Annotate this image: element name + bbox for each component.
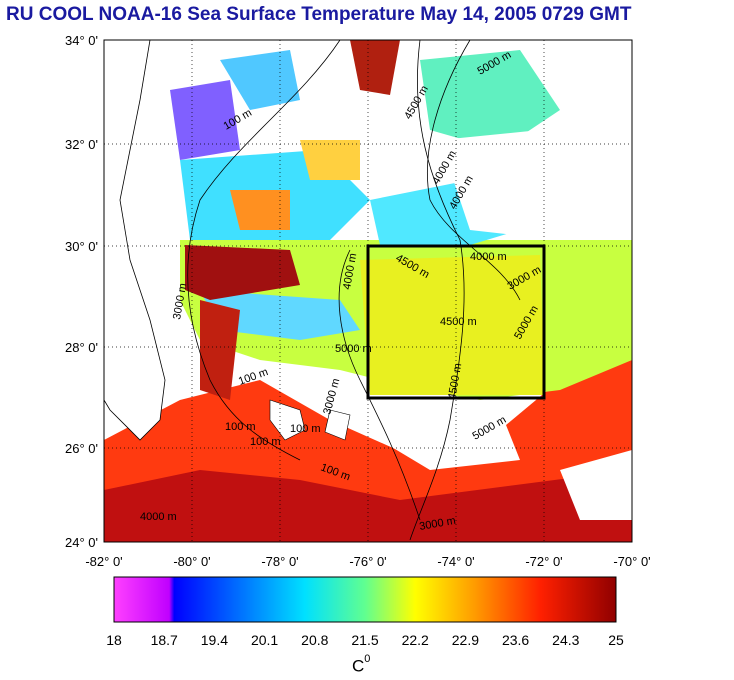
sst-field <box>103 39 632 542</box>
longitude-label: -70° 0' <box>613 554 650 569</box>
colorbar-tick-label: 22.9 <box>451 632 480 648</box>
contour-label: 100 m <box>250 436 281 448</box>
study-box <box>366 244 546 400</box>
latitude-label: 32° 0' <box>65 137 98 152</box>
contour-label: 100 m <box>225 421 256 433</box>
colorbar-tick-label: 22.2 <box>401 632 429 648</box>
colorbar-tick-label: 20.1 <box>250 632 279 648</box>
latitude-labels: 34° 0' 32° 0' 30° 0' 28° 0' 26° 0' 24° 0' <box>65 33 98 550</box>
colorbar-tick-label: 18.7 <box>150 632 178 648</box>
longitude-label: -76° 0' <box>349 554 386 569</box>
map-border <box>103 39 633 543</box>
longitude-labels: -82° 0' -80° 0' -78° 0' -76° 0' -74° 0' -72° … <box>85 554 650 569</box>
contour-label: 4500 m <box>440 316 477 328</box>
contour-label: 4000 m <box>470 251 507 263</box>
contour-label: 5000 m <box>335 343 372 355</box>
colorbar-tick-label: 18 <box>106 632 122 648</box>
bathymetry-contours <box>187 39 521 541</box>
colorbar-tick-label: 19.4 <box>200 632 229 648</box>
latitude-label: 28° 0' <box>65 340 98 355</box>
colorbar <box>113 576 617 623</box>
latitude-label: 34° 0' <box>65 33 98 48</box>
colorbar-tick-label: 20.8 <box>301 632 329 648</box>
colorbar-tick-label: 25 <box>608 632 624 648</box>
latitude-label: 24° 0' <box>65 535 98 550</box>
map-title: RU COOL NOAA-16 Sea Surface Temperature … <box>6 4 632 25</box>
latitude-label: 26° 0' <box>65 441 98 456</box>
latitude-label: 30° 0' <box>65 239 98 254</box>
longitude-label: -80° 0' <box>173 554 210 569</box>
colorbar-tick-label: 24.3 <box>552 632 580 648</box>
colorbar-tick-label: 23.6 <box>501 632 530 648</box>
contour-label: 100 m <box>290 423 321 435</box>
longitude-label: -82° 0' <box>85 554 122 569</box>
longitude-label: -78° 0' <box>261 554 298 569</box>
colorbar-tick-label: 21.5 <box>351 632 379 648</box>
longitude-label: -74° 0' <box>437 554 474 569</box>
contour-label: 4000 m <box>140 511 177 523</box>
unit-text: C <box>352 656 365 676</box>
unit-superscript: 0 <box>364 653 371 665</box>
longitude-label: -72° 0' <box>525 554 562 569</box>
colorbar-unit: C0 <box>352 653 371 677</box>
